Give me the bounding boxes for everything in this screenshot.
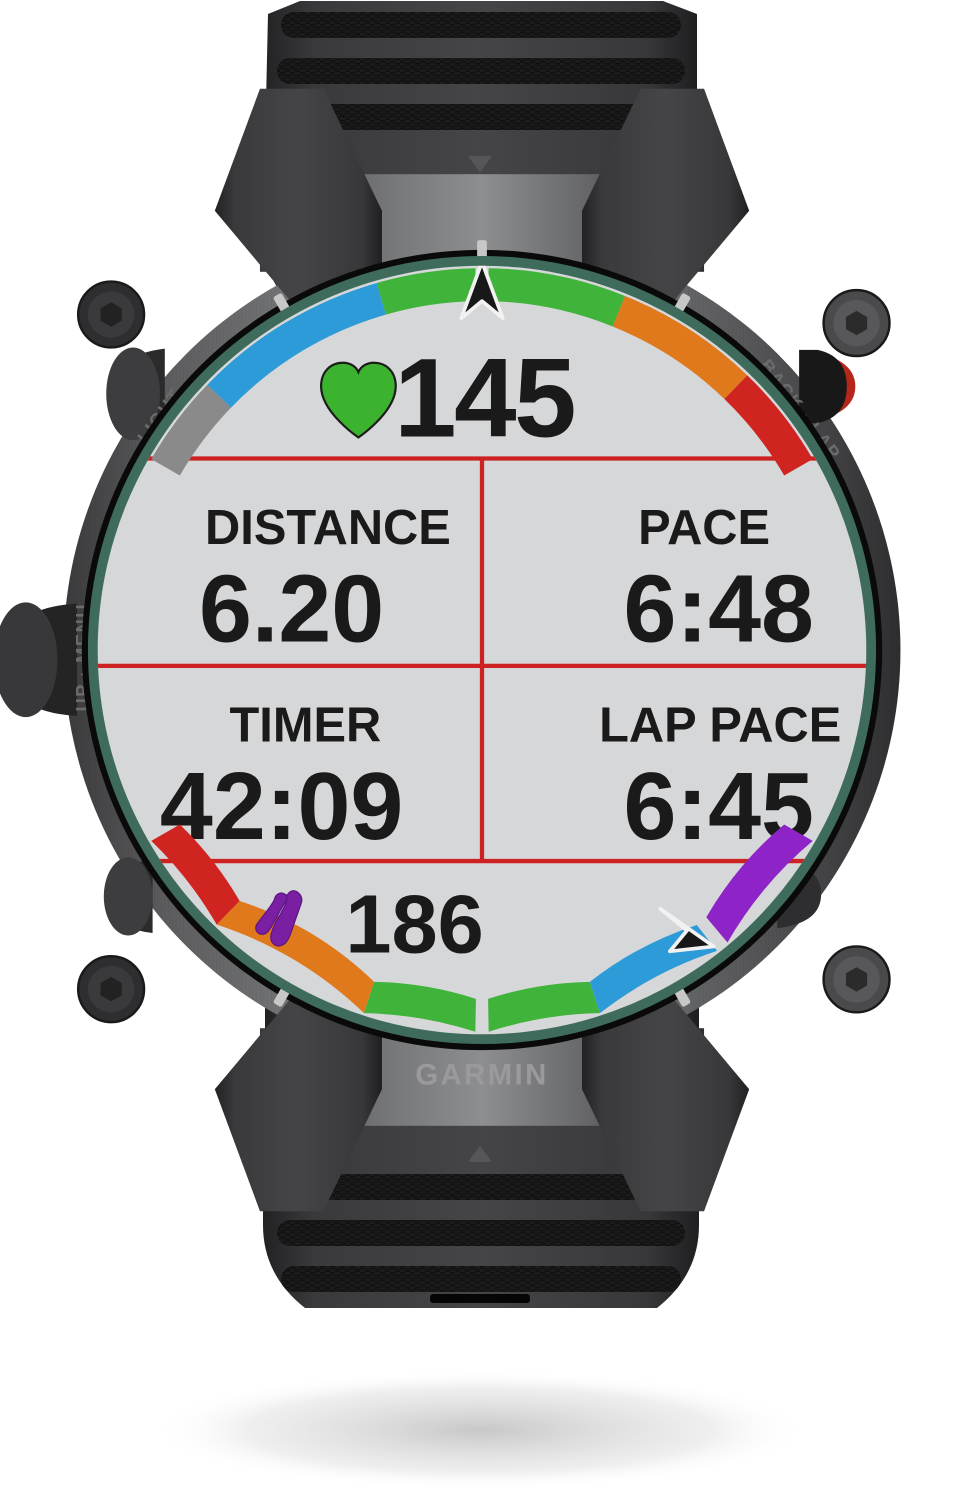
svg-text:LAP PACE: LAP PACE [599,699,841,753]
svg-text:TIMER: TIMER [229,699,381,753]
svg-text:6:48: 6:48 [624,556,814,662]
svg-text:186: 186 [345,878,483,971]
svg-text:PACE: PACE [638,501,770,555]
svg-text:DISTANCE: DISTANCE [205,501,451,555]
svg-text:GARMIN: GARMIN [415,1058,548,1091]
svg-text:145: 145 [394,335,574,461]
svg-text:6.20: 6.20 [199,556,384,662]
